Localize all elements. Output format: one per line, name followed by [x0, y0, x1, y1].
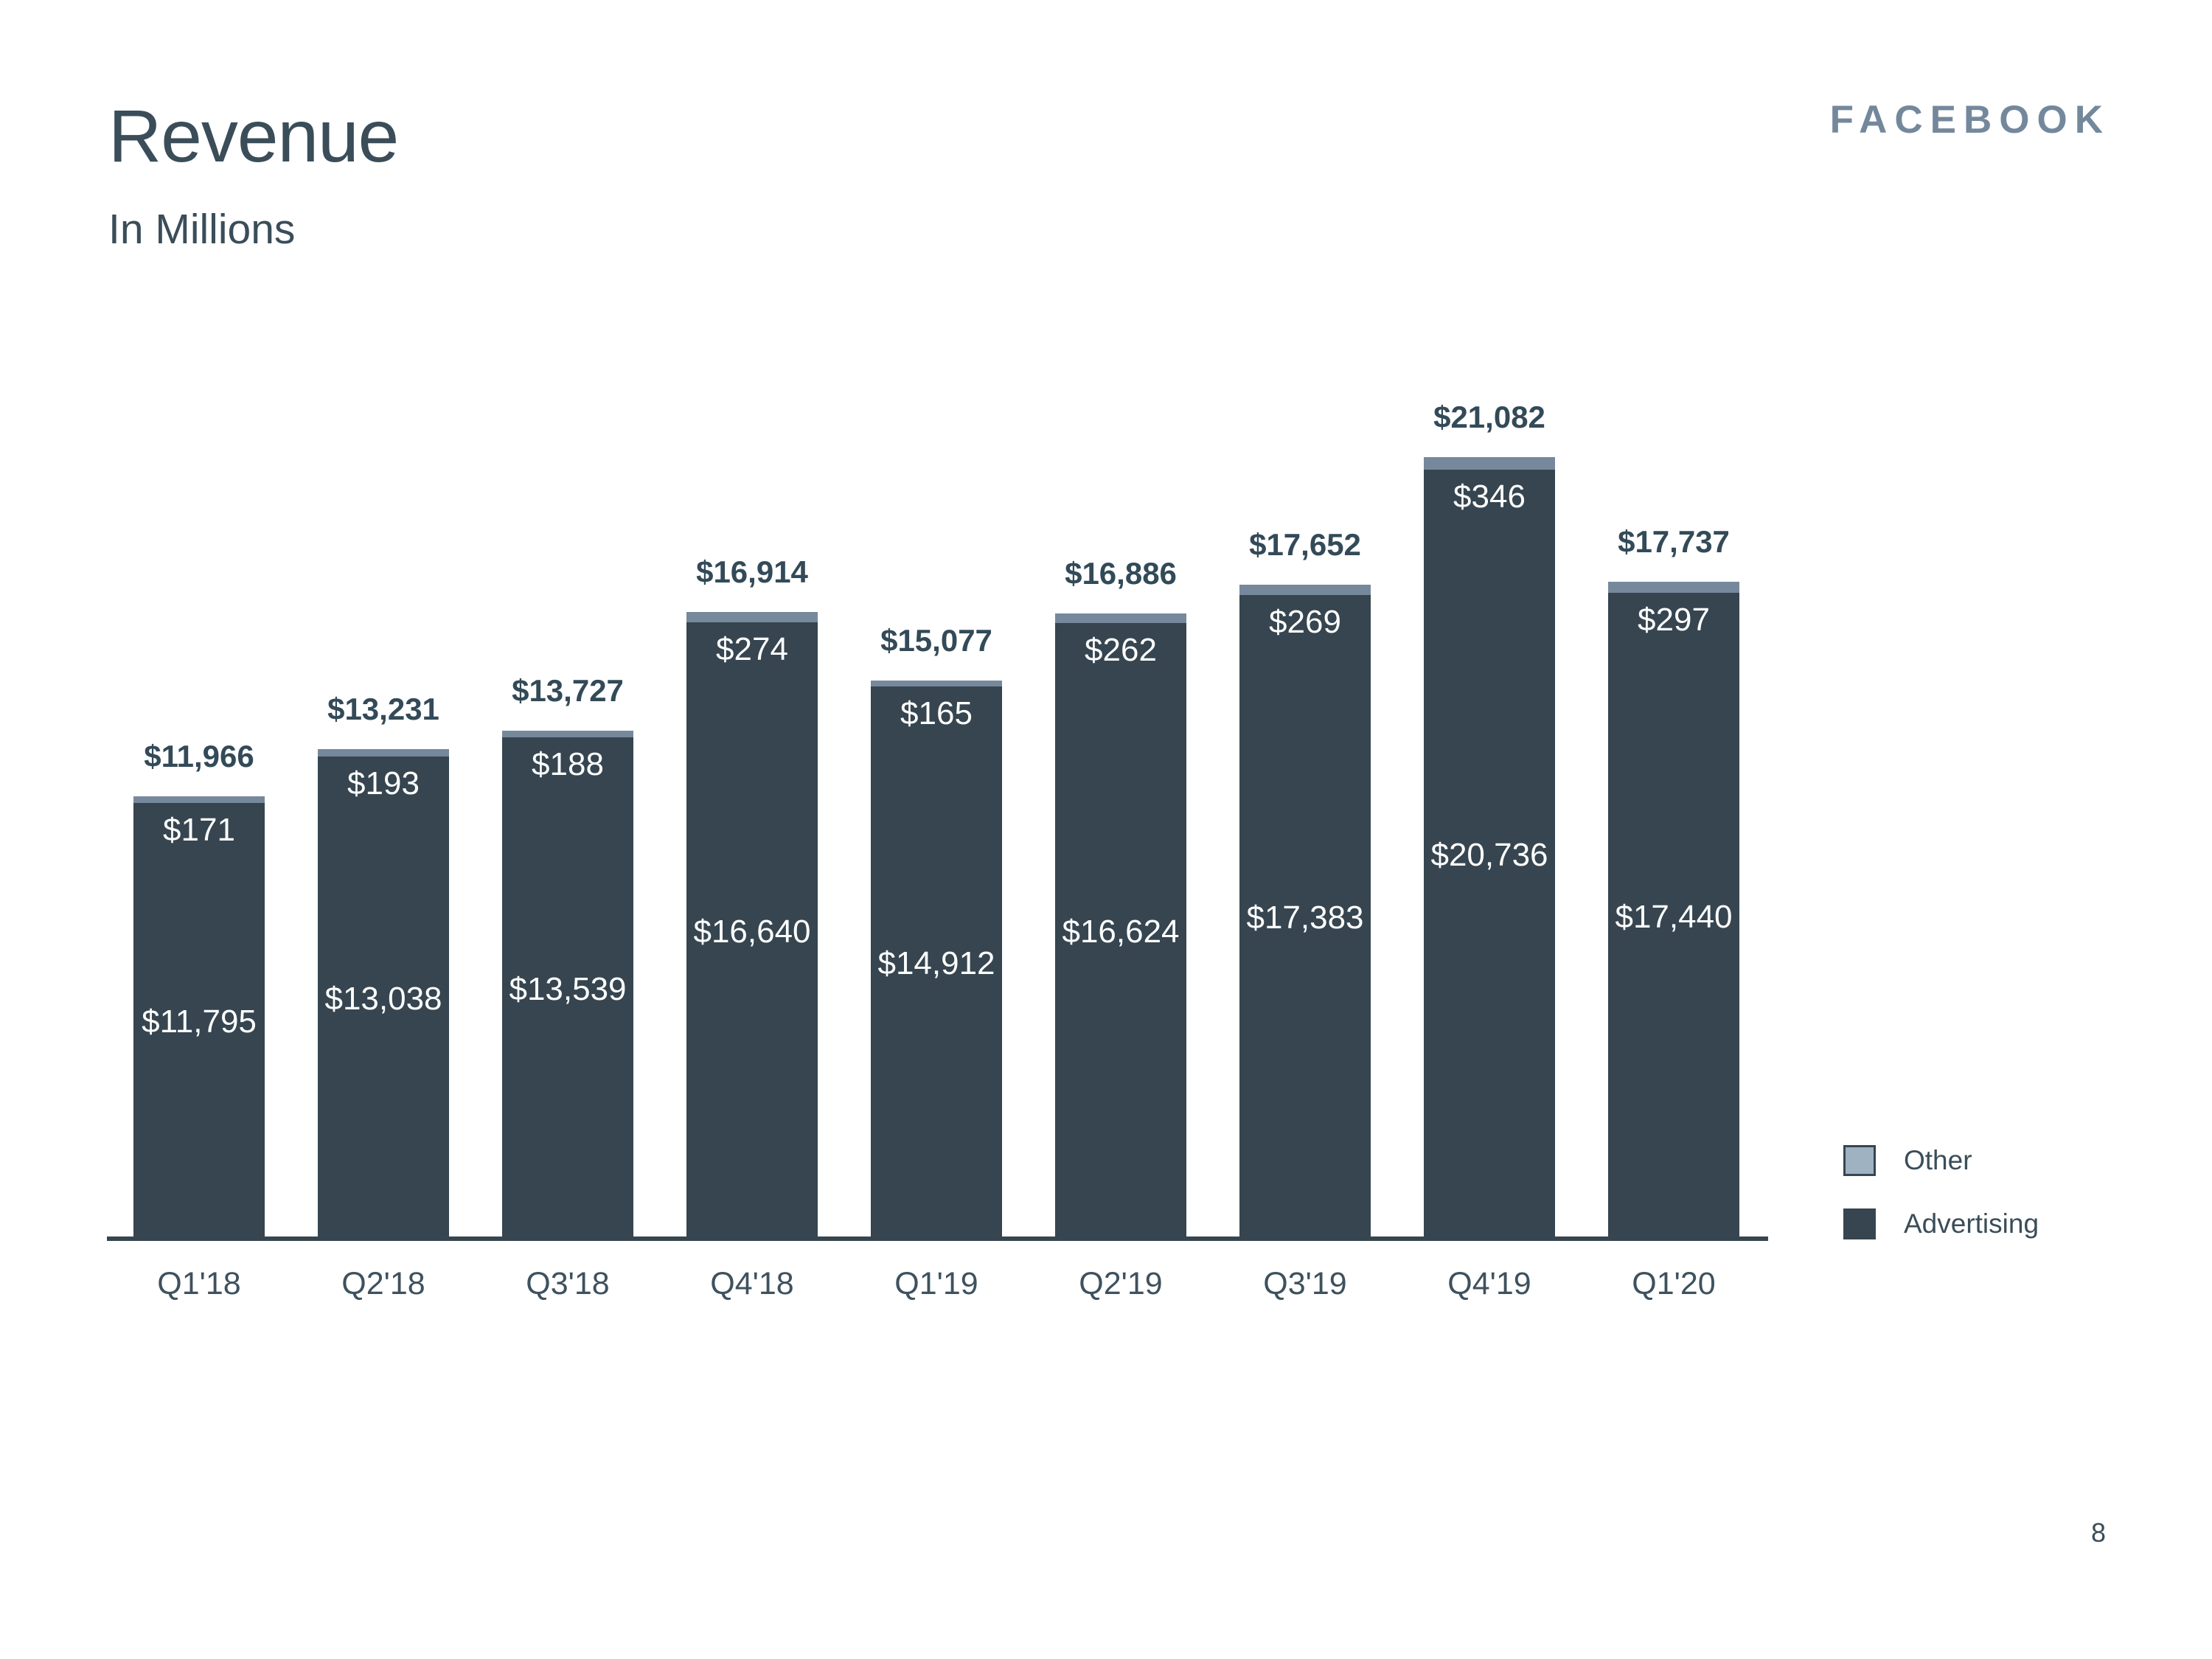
other-segment — [686, 612, 818, 622]
x-axis-label: Q1'18 — [157, 1266, 241, 1301]
advertising-segment: $297 $17,440 — [1608, 593, 1739, 1241]
advertising-value-label: $13,539 — [509, 970, 627, 1007]
bar-q219: $16,886 $262 $16,624 Q2'19 — [1055, 556, 1186, 1301]
other-value-label: $165 — [900, 695, 973, 731]
other-segment — [318, 749, 449, 757]
page-subtitle: In Millions — [108, 206, 296, 253]
total-value-label: $13,231 — [327, 692, 439, 726]
page-title: Revenue — [108, 95, 399, 178]
total-value-label: $15,077 — [880, 623, 992, 658]
advertising-value-label: $17,440 — [1615, 898, 1733, 935]
bar-q218: $13,231 $193 $13,038 Q2'18 — [318, 692, 449, 1301]
legend-item-other: Other — [1843, 1144, 2039, 1177]
advertising-segment: $193 $13,038 — [318, 757, 449, 1241]
bar-q319: $17,652 $269 $17,383 Q3'19 — [1239, 527, 1371, 1301]
other-segment — [1239, 585, 1371, 595]
advertising-value-label: $17,383 — [1246, 900, 1364, 936]
advertising-segment: $171 $11,795 — [133, 803, 265, 1241]
facebook-logo: FACEBOOK — [1829, 98, 2110, 142]
chart-legend: Other Advertising — [1843, 1144, 2039, 1271]
bar-q118: $11,966 $171 $11,795 Q1'18 — [133, 739, 265, 1301]
x-axis-label: Q3'19 — [1263, 1266, 1347, 1301]
advertising-segment: $274 $16,640 — [686, 622, 818, 1241]
total-value-label: $13,727 — [512, 673, 624, 708]
other-value-label: $262 — [1085, 632, 1157, 668]
bar-q419: $21,082 $346 $20,736 Q4'19 — [1424, 400, 1555, 1301]
advertising-value-label: $13,038 — [324, 980, 442, 1017]
total-value-label: $17,652 — [1249, 527, 1361, 562]
advertising-segment: $165 $14,912 — [871, 686, 1002, 1241]
x-axis-label: Q1'20 — [1632, 1266, 1716, 1301]
x-axis-label: Q2'19 — [1079, 1266, 1163, 1301]
total-value-label: $11,966 — [144, 739, 254, 773]
x-axis-label: Q4'19 — [1447, 1266, 1531, 1301]
x-axis-label: Q4'18 — [710, 1266, 794, 1301]
other-value-label: $188 — [532, 746, 604, 782]
advertising-value-label: $11,795 — [142, 1004, 257, 1040]
other-segment — [1055, 613, 1186, 623]
bar-q318: $13,727 $188 $13,539 Q3'18 — [502, 673, 633, 1301]
page-number: 8 — [2091, 1517, 2107, 1548]
x-axis-label: Q1'19 — [894, 1266, 978, 1301]
advertising-value-label: $16,640 — [693, 913, 811, 950]
revenue-stacked-bar-chart: $11,966 $171 $11,795 Q1'18 $13,231 $193 $13,03… — [107, 400, 1773, 1301]
legend-swatch-advertising — [1843, 1208, 1876, 1239]
advertising-value-label: $14,912 — [877, 945, 995, 981]
other-segment — [1424, 457, 1555, 470]
other-value-label: $269 — [1269, 604, 1341, 640]
total-value-label: $16,886 — [1065, 556, 1177, 591]
total-value-label: $16,914 — [696, 554, 808, 589]
bar-q418: $16,914 $274 $16,640 Q4'18 — [686, 554, 818, 1301]
advertising-segment: $188 $13,539 — [502, 737, 633, 1241]
total-value-label: $21,082 — [1433, 400, 1545, 434]
other-value-label: $171 — [163, 812, 235, 848]
other-value-label: $193 — [347, 765, 420, 801]
legend-label-other: Other — [1904, 1145, 1972, 1175]
other-value-label: $274 — [716, 631, 788, 667]
other-segment — [502, 731, 633, 737]
legend-swatch-other — [1843, 1145, 1876, 1176]
advertising-segment: $269 $17,383 — [1239, 595, 1371, 1241]
legend-label-advertising: Advertising — [1904, 1208, 2039, 1239]
legend-item-advertising: Advertising — [1843, 1208, 2039, 1240]
advertising-value-label: $16,624 — [1062, 914, 1180, 950]
x-axis-line — [107, 1237, 1768, 1241]
other-segment — [1608, 582, 1739, 593]
other-segment — [133, 796, 265, 803]
x-axis-label: Q3'18 — [526, 1266, 610, 1301]
total-value-label: $17,737 — [1618, 524, 1730, 559]
bar-q119: $15,077 $165 $14,912 Q1'19 — [871, 623, 1002, 1301]
other-value-label: $346 — [1453, 479, 1526, 515]
x-axis-label: Q2'18 — [341, 1266, 425, 1301]
advertising-value-label: $20,736 — [1430, 837, 1548, 873]
bar-q120: $17,737 $297 $17,440 Q1'20 — [1608, 524, 1739, 1301]
other-segment — [871, 681, 1002, 686]
advertising-segment: $346 $20,736 — [1424, 470, 1555, 1241]
other-value-label: $297 — [1638, 602, 1710, 638]
advertising-segment: $262 $16,624 — [1055, 623, 1186, 1241]
